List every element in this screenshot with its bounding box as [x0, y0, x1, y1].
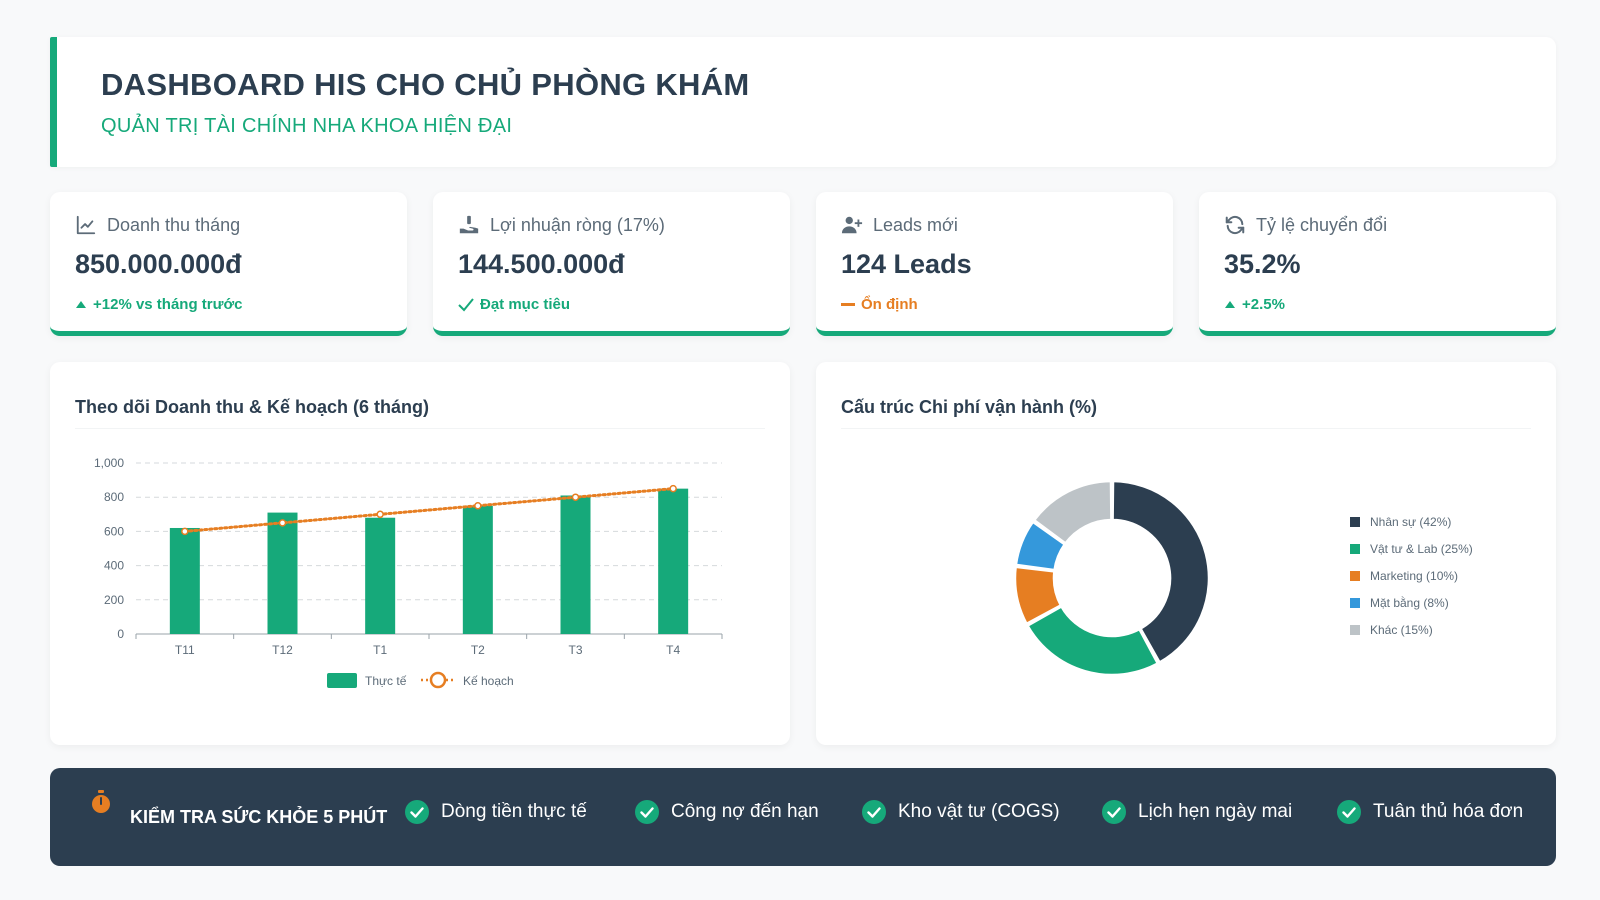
legend-label: Vật tư & Lab (25%) [1370, 542, 1473, 556]
kpi-card-revenue: Doanh thu tháng 850.000.000đ +12% vs thá… [50, 192, 407, 336]
legend-swatch [1350, 598, 1360, 608]
cost-donut-chart: Nhân sự (42%) Vật tư & Lab (25%) Marketing… [1013, 479, 1473, 677]
check-item-invoice-compliance: Tuân thủ hóa đơn [1337, 800, 1523, 824]
check-circle-icon [1102, 800, 1126, 824]
kpi-trend: +12% vs tháng trước [93, 296, 243, 313]
legend-label-actual: Thực tế [365, 674, 407, 688]
legend-swatch [1350, 571, 1360, 581]
legend-label: Mặt bằng (8%) [1370, 595, 1449, 610]
legend-label: Khác (15%) [1370, 623, 1433, 637]
plan-line [183, 487, 675, 533]
kpi-trend: Đạt mục tiêu [480, 296, 571, 313]
check-circle-icon [635, 800, 659, 824]
kpi-label: Lợi nhuận ròng (17%) [490, 214, 665, 235]
check-circle-icon [862, 800, 886, 824]
check-item-appointments: Lịch hẹn ngày mai [1102, 800, 1292, 824]
refresh-icon [1225, 215, 1245, 235]
legend-swatch [1350, 544, 1360, 554]
y-tick-label: 400 [104, 559, 124, 573]
legend-swatch-actual [327, 673, 357, 688]
donut-slice-1 [1025, 604, 1160, 677]
y-tick-label: 0 [117, 627, 124, 641]
plan-point-T3 [571, 493, 580, 501]
user-plus-icon [841, 216, 863, 234]
stopwatch-icon [92, 790, 110, 813]
x-tick-label: T4 [666, 643, 680, 657]
legend-swatch [1350, 625, 1360, 635]
kpi-label: Doanh thu tháng [107, 214, 241, 235]
kpi-card-conversion: Tỷ lệ chuyển đổi 35.2% +2.5% [1199, 192, 1556, 336]
revenue-chart-panel: Theo dõi Doanh thu & Kế hoạch (6 tháng) … [50, 362, 790, 745]
caret-up-icon [76, 300, 86, 308]
kpi-card-leads: Leads mới 124 Leads Ổn định [816, 192, 1173, 336]
x-tick-label: T11 [175, 643, 195, 657]
check-item-cashflow: Dòng tiền thực tế [405, 800, 587, 824]
kpi-value: 35.2% [1224, 249, 1301, 279]
kpi-value: 144.500.000đ [458, 249, 625, 279]
kpi-label: Tỷ lệ chuyển đổi [1256, 214, 1388, 235]
donut-slice-3 [1014, 520, 1067, 572]
x-tick-label: T12 [272, 643, 293, 657]
caret-up-icon [1225, 300, 1235, 308]
revenue-bar-chart: 0 200 400 600 800 1,000 T11 T12 T1 T2 T3 T4 Thực tế K… [94, 456, 723, 689]
dash-icon [841, 302, 855, 306]
revenue-chart-title: Theo dõi Doanh thu & Kế hoạch (6 tháng) [75, 397, 429, 417]
kpi-value: 124 Leads [841, 249, 972, 279]
legend-swatch [1350, 517, 1360, 527]
kpi-trend: Ổn định [861, 296, 918, 313]
y-tick-label: 1,000 [94, 456, 124, 470]
donut-slice-0 [1111, 479, 1211, 665]
plan-point-T2 [474, 502, 482, 510]
bar-T4 [658, 488, 689, 634]
x-tick-label: T1 [373, 643, 387, 657]
kpi-value: 850.000.000đ [75, 249, 242, 279]
dashboard-header: DASHBOARD HIS CHO CHỦ PHÒNG KHÁM QUẢN TR… [50, 37, 1556, 167]
donut-slice-4 [1032, 479, 1113, 546]
check-icon [458, 297, 474, 311]
page-subtitle: QUẢN TRỊ TÀI CHÍNH NHA KHOA HIỆN ĐẠI [101, 115, 513, 137]
health-check-title: KIỂM TRA SỨC KHỎE 5 PHÚT [130, 807, 388, 827]
legend-label: Marketing (10%) [1370, 569, 1458, 583]
y-tick-label: 600 [104, 524, 124, 538]
bar-T11 [169, 527, 200, 634]
plan-point-T4 [669, 484, 677, 493]
bar-T3 [560, 495, 591, 634]
check-circle-icon [1337, 800, 1361, 824]
y-tick-label: 200 [104, 593, 124, 607]
kpi-trend: +2.5% [1242, 296, 1285, 313]
legend-label-plan: Kế hoạch [463, 674, 514, 688]
check-item-receivables: Công nợ đến hạn [635, 800, 819, 824]
plan-point-T12 [278, 519, 287, 527]
x-tick-label: T2 [471, 643, 485, 657]
bar-T12 [267, 512, 298, 634]
check-circle-icon [405, 800, 429, 824]
donut-slice-2 [1013, 565, 1063, 626]
line-chart-icon [76, 215, 96, 235]
legend-swatch-plan-marker [429, 671, 447, 689]
health-check-bar: KIỂM TRA SỨC KHỎE 5 PHÚT Dòng tiền thực … [50, 768, 1556, 866]
hand-money-icon [459, 215, 479, 234]
page-title: DASHBOARD HIS CHO CHỦ PHÒNG KHÁM [101, 67, 750, 102]
cost-chart-panel: Cấu trúc Chi phí vận hành (%) Nhân sự (4… [816, 362, 1556, 745]
plan-point-T11 [181, 527, 189, 536]
bar-T2 [462, 505, 493, 634]
check-item-inventory: Kho vật tư (COGS) [862, 800, 1060, 824]
x-tick-label: T3 [568, 643, 582, 657]
kpi-card-profit: Lợi nhuận ròng (17%) 144.500.000đ Đạt mụ… [433, 192, 790, 336]
plan-point-T1 [376, 510, 384, 519]
bar-T1 [365, 517, 396, 634]
legend-label: Nhân sự (42%) [1370, 515, 1451, 529]
cost-chart-title: Cấu trúc Chi phí vận hành (%) [841, 397, 1098, 417]
kpi-label: Leads mới [873, 214, 958, 235]
y-tick-label: 800 [104, 490, 124, 504]
